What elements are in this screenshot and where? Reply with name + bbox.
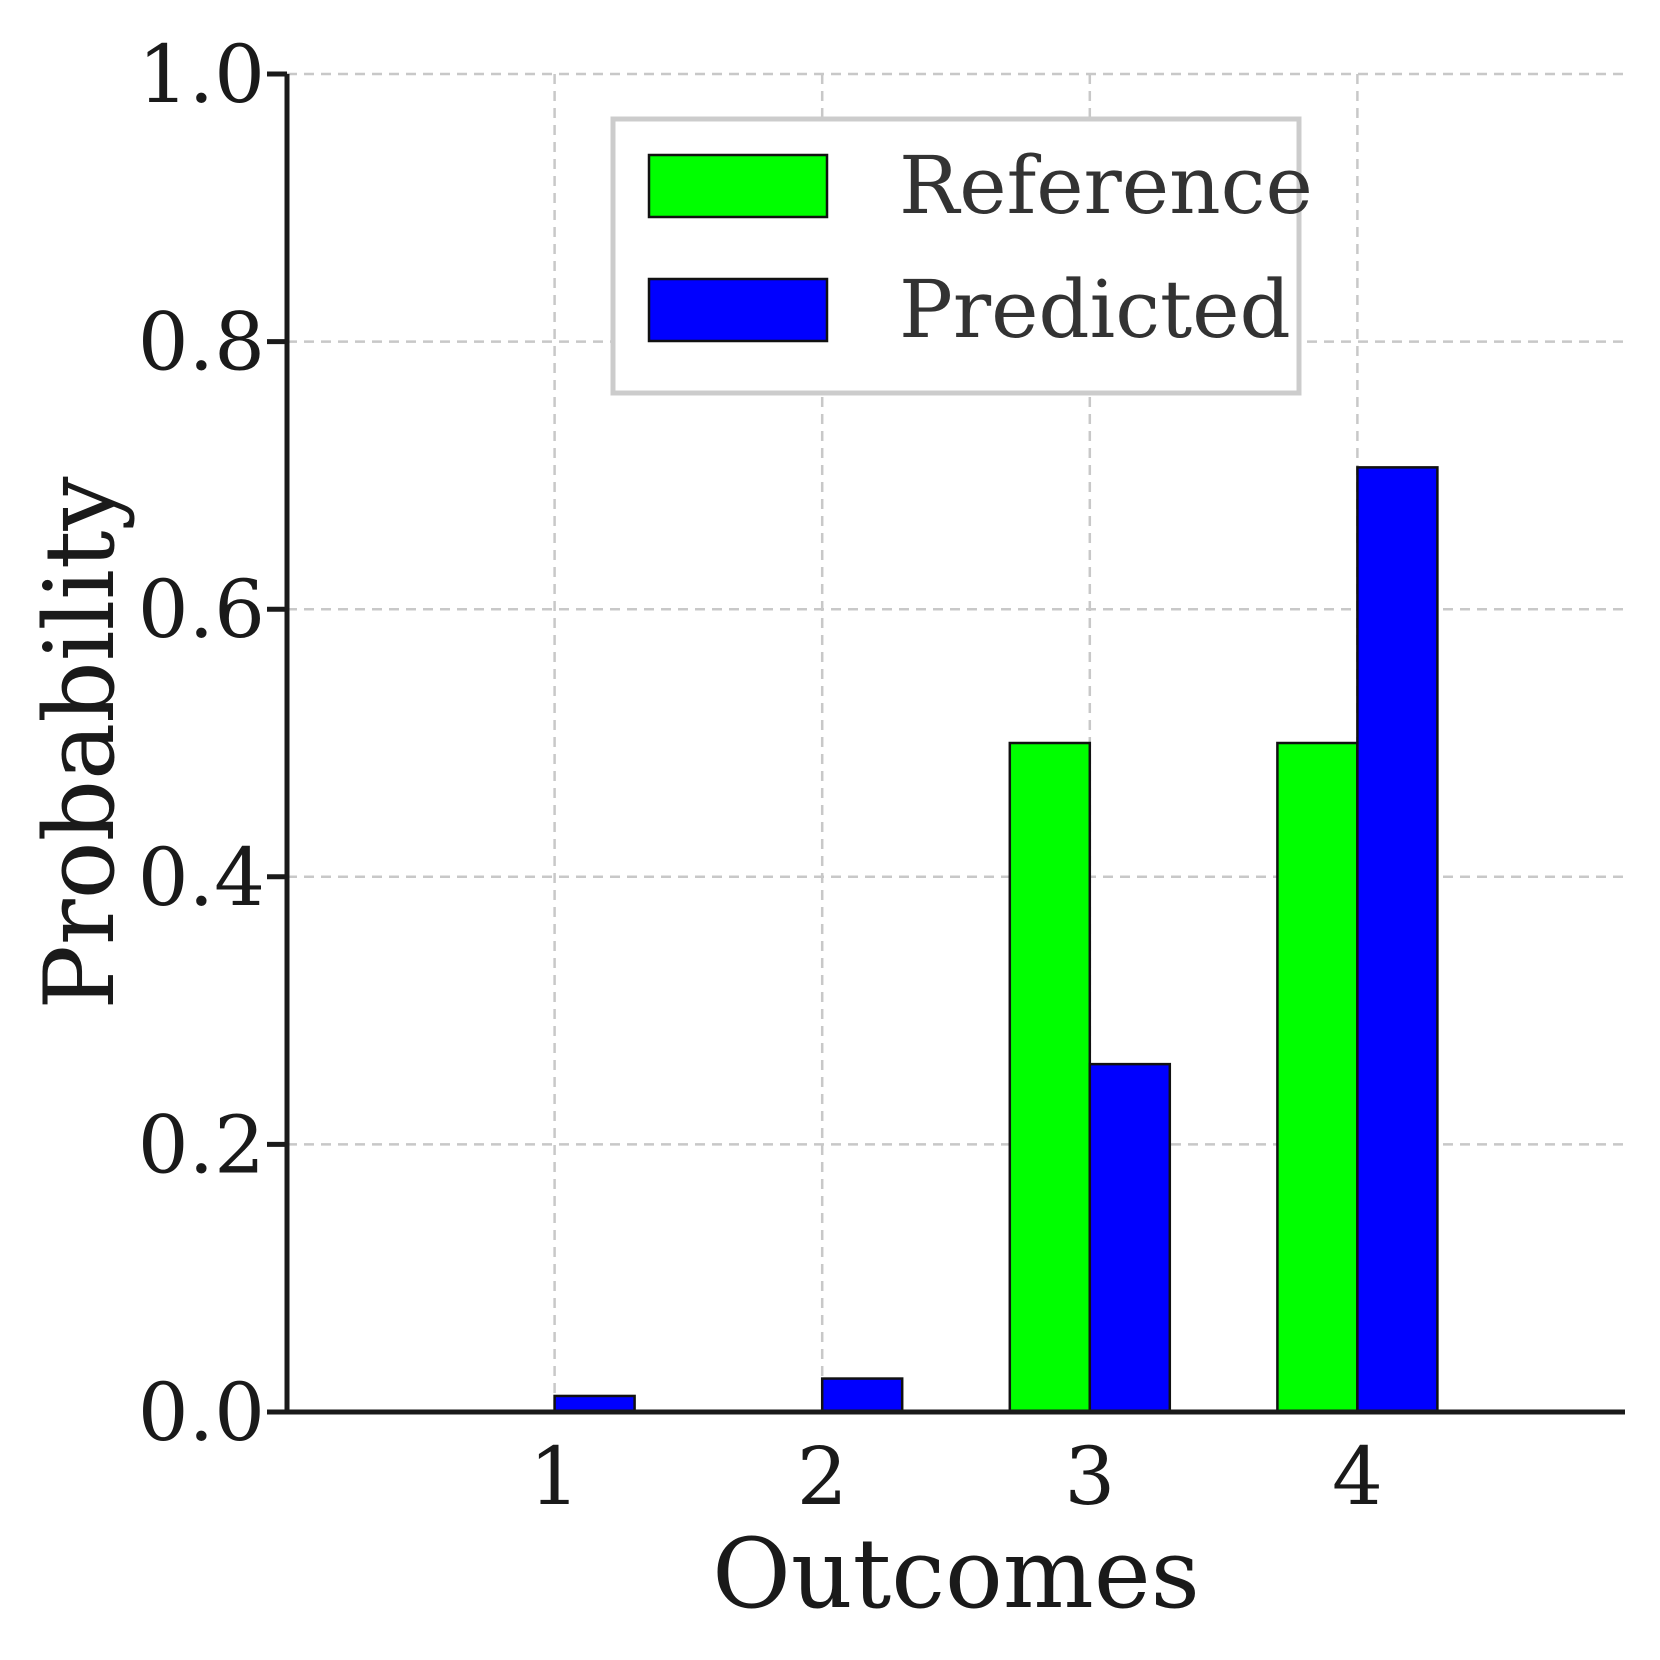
legend-swatch-reference	[647, 153, 829, 219]
bar-predicted-4	[1356, 466, 1439, 1414]
y-tick-label: 1.0	[138, 28, 265, 121]
legend: Reference Predicted	[610, 116, 1313, 396]
y-tick-label: 0.0	[138, 1366, 265, 1459]
y-tick-label: 0.2	[138, 1098, 265, 1191]
x-tick-label: 1	[529, 1430, 580, 1523]
bar-predicted-3	[1088, 1062, 1172, 1414]
x-tick-labels: 1 2 3 4	[529, 1430, 1383, 1523]
x-axis-title: Outcomes	[712, 1518, 1200, 1630]
x-tick-label: 3	[1064, 1430, 1115, 1523]
legend-label-predicted: Predicted	[899, 263, 1291, 356]
y-axis-title: Probability	[24, 476, 136, 1009]
legend-swatch-predicted	[647, 277, 829, 343]
y-tick-labels: 0.0 0.2 0.4 0.6 0.8 1.0	[138, 28, 265, 1459]
bar-reference-4	[1276, 741, 1359, 1414]
y-tick-label: 0.8	[138, 296, 265, 389]
bar-predicted-2	[820, 1377, 904, 1414]
axes	[267, 71, 1625, 1415]
legend-label-reference: Reference	[899, 139, 1313, 232]
y-tick-label: 0.6	[138, 563, 265, 656]
bars	[553, 466, 1439, 1414]
bar-reference-3	[1008, 741, 1092, 1414]
x-tick-label: 4	[1332, 1430, 1383, 1523]
x-tick-label: 2	[797, 1430, 848, 1523]
y-tick-label: 0.4	[138, 831, 265, 924]
